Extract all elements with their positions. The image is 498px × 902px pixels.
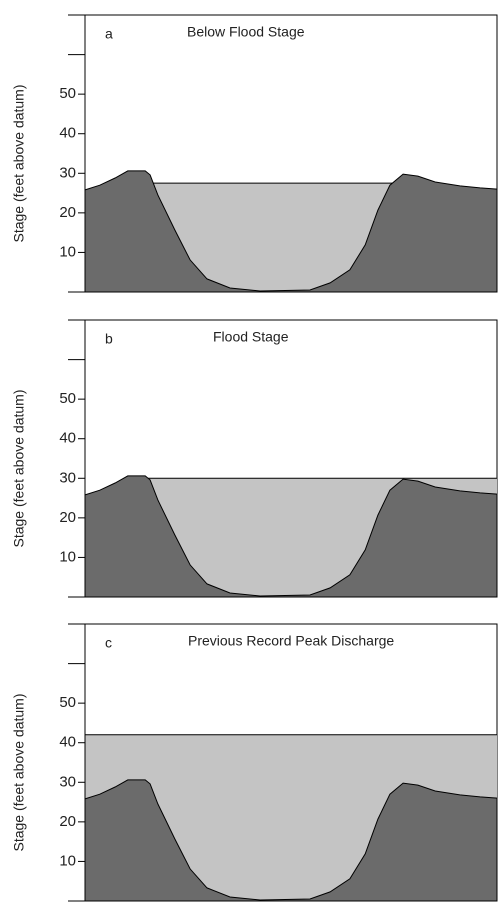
panel: 10 20 30 40 50 a Below Flood Stage Stage (feet … [11,14,498,293]
panel-title: Below Flood Stage [187,24,305,40]
y-tick-label: 20 [59,204,76,221]
ground [84,170,498,293]
panel-title: Previous Record Peak Discharge [188,633,394,649]
y-tick-label: 50 [59,390,76,407]
y-tick-label: 20 [59,813,76,830]
y-tick-label: 10 [59,548,76,565]
y-axis-label: Stage (feet above datum) [11,85,27,243]
y-axis-label: Stage (feet above datum) [11,694,27,852]
y-tick-label: 40 [59,430,76,447]
y-tick-label: 20 [59,509,76,526]
y-tick-label: 10 [59,852,76,869]
y-tick-label: 30 [59,773,76,790]
y-tick-label: 40 [59,125,76,142]
y-axis-label: Stage (feet above datum) [11,390,27,548]
ground [84,475,498,598]
panel-letter: c [105,635,112,651]
panel-title: Flood Stage [213,329,289,345]
y-tick-label: 50 [59,85,76,102]
y-tick-label: 40 [59,734,76,751]
y-tick-label: 30 [59,469,76,486]
panel: 10 20 30 40 50 c Previous Record Peak Discharg… [11,623,498,902]
y-tick-label: 10 [59,243,76,260]
y-tick-label: 50 [59,694,76,711]
panel-letter: a [105,26,113,42]
panel: 10 20 30 40 50 b Flood Stage Stage (feet above … [11,319,498,598]
ground [84,779,498,902]
y-tick-label: 30 [59,164,76,181]
panel-letter: b [105,331,113,347]
